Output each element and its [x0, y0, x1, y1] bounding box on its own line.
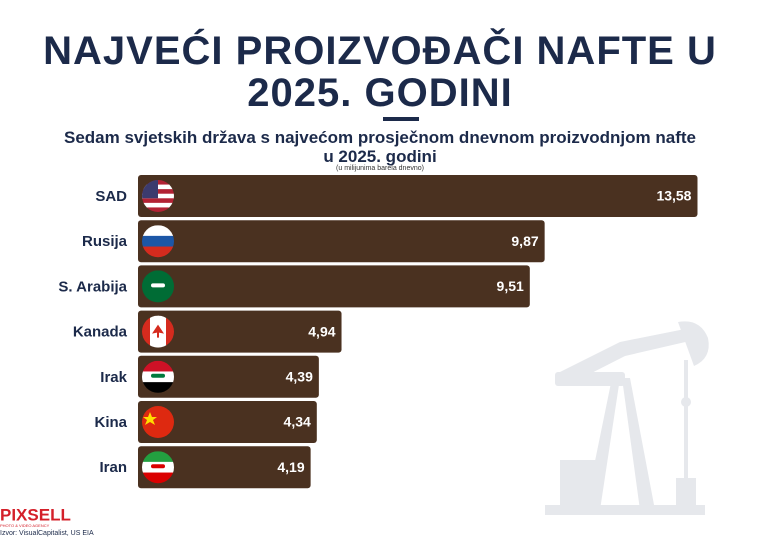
value-label: 9,51: [497, 278, 524, 294]
flag-stripe: [142, 451, 174, 463]
bar: [138, 220, 545, 263]
bar: [138, 265, 530, 308]
bar: [138, 175, 698, 217]
source: Izvor: VisualCapitalist, US EIA: [0, 530, 94, 537]
flag-stripe: [142, 235, 174, 248]
category-label: Rusija: [82, 233, 128, 250]
chart-subtitle: Sedam svjetskih država s najvećom prosje…: [63, 128, 696, 166]
flag-stripe: [142, 315, 151, 348]
bar: [138, 446, 311, 489]
title-underline: [383, 117, 419, 121]
flag-stripe: [142, 246, 174, 258]
flag: [142, 360, 174, 393]
flag-stripe: [142, 207, 174, 212]
flag: [142, 270, 174, 303]
flag-stripe: [142, 382, 174, 393]
oil-pump-illustration: [545, 321, 709, 515]
chart-title: NAJVEĆI PROIZVOĐAČI NAFTE U 2025. GODINI: [43, 29, 717, 115]
flag: [142, 451, 174, 484]
flag: [142, 406, 174, 438]
category-label: S. Arabija: [58, 278, 127, 295]
flag: [142, 225, 174, 258]
flag-star: [143, 412, 157, 425]
value-label: 13,58: [656, 188, 691, 204]
flag: [142, 315, 174, 348]
flag-emblem: [151, 464, 165, 469]
value-label: 4,39: [286, 369, 313, 385]
value-label: 4,94: [308, 323, 335, 339]
logo: PIXSELL: [0, 505, 71, 524]
category-label: SAD: [95, 188, 127, 205]
flag-stripe: [142, 225, 174, 237]
category-label: Kina: [94, 414, 127, 431]
flag-emblem: [151, 283, 165, 288]
value-label: 4,19: [277, 459, 304, 475]
bar: [138, 401, 317, 443]
category-label: Kanada: [73, 324, 128, 341]
logo-tagline: PHOTO & VIDEO AGENCY: [0, 523, 50, 528]
category-label: Iran: [99, 459, 127, 476]
category-label: Irak: [100, 369, 127, 386]
bar: [138, 310, 342, 353]
bar: [138, 355, 319, 398]
flag-leaf: [152, 324, 164, 338]
value-label: 4,34: [284, 414, 311, 430]
unit-note: (u milijunima barela dnevno): [336, 165, 424, 172]
flag-stripe: [142, 360, 174, 372]
flag-emblem: [151, 373, 165, 378]
value-label: 9,87: [511, 233, 538, 249]
flag-stripe: [142, 198, 174, 204]
flag-stripe: [142, 202, 174, 208]
flag-stripe: [142, 472, 174, 484]
flag-stripe: [166, 315, 174, 348]
